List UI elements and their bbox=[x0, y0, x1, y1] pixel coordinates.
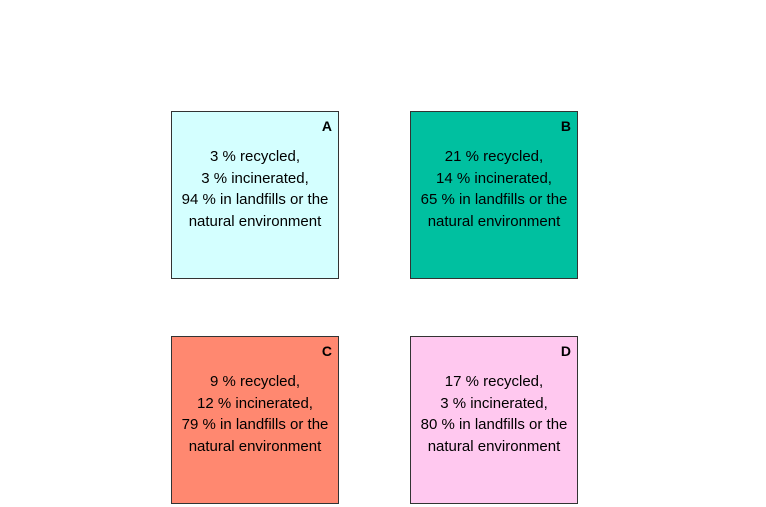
option-text: 17 % recycled, 3 % incinerated, 80 % in … bbox=[411, 371, 577, 457]
option-text: 9 % recycled, 12 % incinerated, 79 % in … bbox=[172, 371, 338, 457]
landfill-line: 80 % in landfills or the bbox=[420, 416, 568, 433]
incinerated-line: 3 % incinerated, bbox=[440, 394, 548, 412]
incinerated-line: 12 % incinerated, bbox=[197, 394, 313, 412]
environment-line: natural environment bbox=[188, 437, 322, 455]
option-letter: B bbox=[560, 118, 571, 134]
option-letter: C bbox=[321, 343, 332, 359]
option-box-b: B 21 % recycled, 14 % incinerated, 65 % … bbox=[410, 111, 578, 279]
option-text: 21 % recycled, 14 % incinerated, 65 % in… bbox=[411, 146, 577, 232]
option-box-c: C 9 % recycled, 12 % incinerated, 79 % i… bbox=[171, 336, 339, 504]
landfill-line: 65 % in landfills or the bbox=[420, 191, 568, 208]
recycled-line: 17 % recycled, bbox=[444, 373, 544, 390]
landfill-line: 79 % in landfills or the bbox=[181, 416, 329, 433]
option-letter: D bbox=[560, 343, 571, 359]
incinerated-line: 14 % incinerated, bbox=[436, 169, 552, 187]
option-text: 3 % recycled, 3 % incinerated, 94 % in l… bbox=[172, 146, 338, 232]
recycled-line: 3 % recycled, bbox=[209, 148, 301, 165]
recycled-line: 9 % recycled, bbox=[209, 373, 301, 390]
recycled-line: 21 % recycled, bbox=[444, 148, 544, 165]
option-letter: A bbox=[321, 118, 332, 134]
option-box-d: D 17 % recycled, 3 % incinerated, 80 % i… bbox=[410, 336, 578, 504]
environment-line: natural environment bbox=[188, 212, 322, 230]
incinerated-line: 3 % incinerated, bbox=[201, 169, 309, 187]
environment-line: natural environment bbox=[427, 212, 561, 230]
environment-line: natural environment bbox=[427, 437, 561, 455]
option-box-a: A 3 % recycled, 3 % incinerated, 94 % in… bbox=[171, 111, 339, 279]
landfill-line: 94 % in landfills or the bbox=[181, 191, 329, 208]
